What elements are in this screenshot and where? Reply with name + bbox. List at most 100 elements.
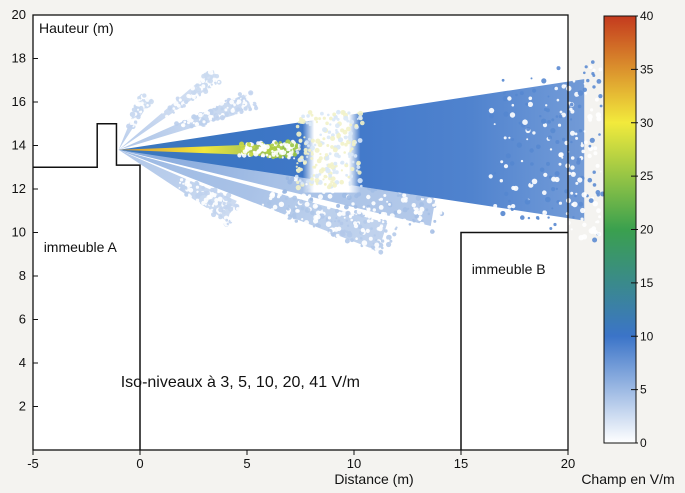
field-speckle <box>161 110 165 114</box>
field-speckle <box>344 238 350 244</box>
field-speckle <box>249 91 252 95</box>
field-speckle <box>192 121 195 125</box>
field-speckle <box>137 96 142 100</box>
building-outline <box>33 123 141 450</box>
field-speckle <box>301 114 305 119</box>
field-speckle <box>244 146 250 152</box>
field-speckle <box>500 210 506 217</box>
field-speckle <box>211 204 215 207</box>
field-speckle <box>217 80 220 84</box>
field-speckle <box>532 89 536 93</box>
field-speckle <box>536 144 541 150</box>
field-speckle <box>217 196 223 202</box>
field-speckle <box>595 97 599 102</box>
field-speckle <box>345 162 348 165</box>
field-speckle <box>599 104 603 108</box>
field-speckle <box>184 99 189 105</box>
field-speckle <box>327 113 330 117</box>
field-speckle <box>377 219 381 222</box>
colorbar-tick-label: 0 <box>640 436 647 450</box>
field-speckle <box>432 203 436 207</box>
field-speckle <box>570 130 575 136</box>
field-speckle <box>300 155 304 160</box>
field-speckle <box>335 123 340 129</box>
field-speckle <box>242 147 245 150</box>
field-speckle <box>276 144 281 149</box>
field-speckle <box>252 145 256 149</box>
field-speckle <box>129 121 134 125</box>
field-speckle <box>382 220 385 224</box>
field-speckle <box>312 225 316 228</box>
field-speckle <box>551 187 556 192</box>
field-speckle <box>321 141 325 145</box>
field-speckle <box>186 118 190 122</box>
colorbar-tick-label: 20 <box>640 223 654 237</box>
field-speckle <box>505 153 511 159</box>
field-speckle <box>347 134 352 140</box>
field-speckle <box>196 190 199 193</box>
field-speckle <box>542 210 548 216</box>
field-speckle <box>272 204 278 210</box>
field-speckle <box>322 116 326 120</box>
field-speckle <box>543 172 548 177</box>
field-speckle <box>427 212 431 216</box>
field-speckle <box>269 192 276 199</box>
field-speckle <box>318 194 323 200</box>
field-speckle <box>229 99 235 105</box>
field-speckle <box>592 68 596 72</box>
field-speckle <box>407 207 410 210</box>
field-speckle <box>350 147 354 151</box>
field-speckle <box>263 148 267 152</box>
field-speckle <box>346 195 352 201</box>
field-speckle <box>575 136 579 140</box>
field-speckle <box>362 205 366 209</box>
field-speckle <box>168 107 172 111</box>
field-speckle <box>303 151 308 155</box>
field-speckle <box>553 222 557 227</box>
field-speckle <box>298 139 303 143</box>
field-speckle <box>231 104 234 107</box>
field-speckle <box>402 218 407 223</box>
field-speckle <box>413 207 416 210</box>
field-speckle <box>541 118 547 124</box>
field-speckle <box>393 210 398 215</box>
field-speckle <box>211 117 216 122</box>
field-speckle <box>179 181 182 184</box>
field-speckle <box>331 232 336 237</box>
field-speckle <box>488 174 493 179</box>
field-speckle <box>318 172 322 176</box>
field-speckle <box>335 209 339 213</box>
field-speckle <box>345 173 348 177</box>
field-speckle <box>136 114 141 120</box>
field-speckle <box>345 210 351 216</box>
field-speckle <box>337 137 344 143</box>
field-speckle <box>510 204 516 209</box>
field-speckle <box>349 123 353 127</box>
field-speckle <box>294 219 298 223</box>
field-speckle <box>187 121 190 125</box>
field-speckle <box>288 193 293 198</box>
field-speckle <box>350 218 354 222</box>
field-speckle <box>292 152 297 157</box>
field-speckle <box>232 103 236 107</box>
field-speckle <box>493 204 498 208</box>
field-speckle <box>219 115 225 121</box>
field-speckle <box>315 214 321 220</box>
field-speckle <box>542 190 547 195</box>
field-speckle <box>347 175 351 179</box>
field-speckle <box>348 214 353 218</box>
field-speckle <box>327 164 330 167</box>
field-speckle <box>577 90 584 96</box>
field-speckle <box>592 230 597 234</box>
field-speckle <box>235 107 241 112</box>
field-speckle <box>295 185 301 191</box>
field-speckle <box>590 108 594 112</box>
field-speckle <box>541 78 547 84</box>
field-speckle <box>419 202 424 207</box>
field-speckle <box>356 160 361 166</box>
field-speckle <box>551 176 557 182</box>
field-speckle <box>347 230 352 235</box>
field-speckle <box>580 207 586 214</box>
field-speckle <box>188 187 194 193</box>
field-speckle <box>388 203 391 206</box>
